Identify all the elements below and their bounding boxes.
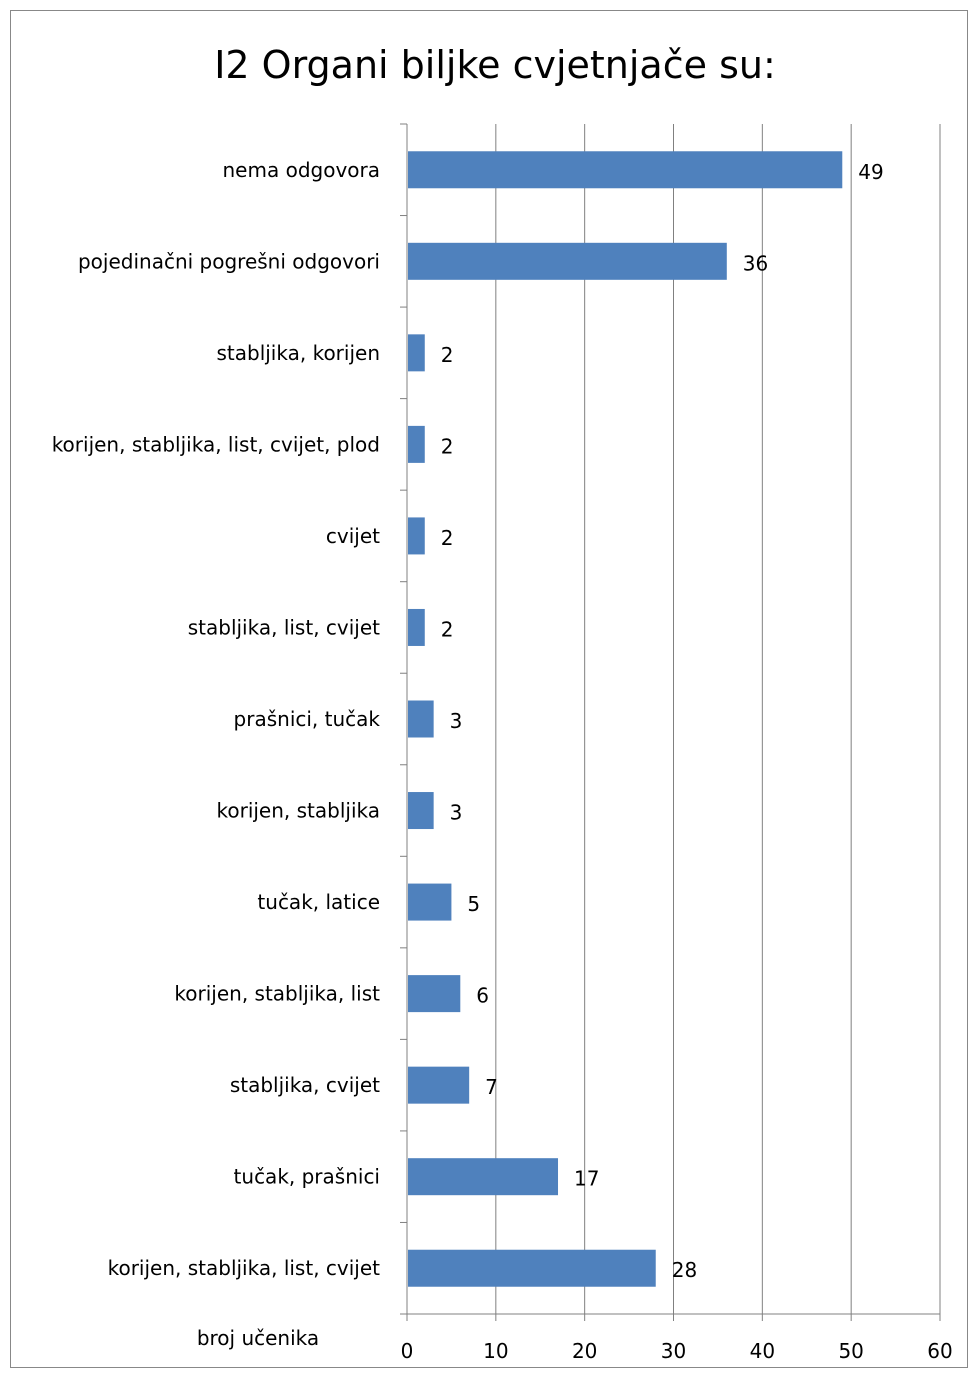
bar-3 xyxy=(408,425,425,463)
category-label-7: korijen, stabljika xyxy=(216,799,380,823)
category-label-5: stabljika, list, cvijet xyxy=(188,615,380,639)
bars xyxy=(408,151,843,1287)
x-tick-label-30: 30 xyxy=(661,1339,686,1363)
bar-12 xyxy=(408,1249,656,1287)
bar-8 xyxy=(408,883,452,921)
data-label-3: 2 xyxy=(441,434,454,458)
bar-10 xyxy=(408,1066,470,1104)
x-tick-label-20: 20 xyxy=(572,1339,597,1363)
bar-1 xyxy=(408,242,727,280)
data-label-7: 3 xyxy=(450,801,463,825)
bar-5 xyxy=(408,608,425,646)
category-label-9: korijen, stabljika, list xyxy=(174,982,380,1006)
category-label-6: prašnici, tučak xyxy=(234,707,381,731)
x-axis-label: broj učenika xyxy=(197,1326,319,1350)
data-label-1: 36 xyxy=(743,251,768,275)
axes xyxy=(400,123,941,1321)
data-label-6: 3 xyxy=(450,709,463,733)
x-tick-label-10: 10 xyxy=(483,1339,508,1363)
data-label-2: 2 xyxy=(441,343,454,367)
bar-9 xyxy=(408,975,461,1013)
category-label-1: pojedinačni pogrešni odgovori xyxy=(78,249,380,273)
data-label-10: 7 xyxy=(485,1075,498,1099)
category-label-11: tučak, prašnici xyxy=(234,1165,380,1189)
category-label-3: korijen, stabljika, list, cvijet, plod xyxy=(52,432,380,456)
bar-0 xyxy=(408,151,843,189)
data-label-0: 49 xyxy=(858,160,883,184)
bar-7 xyxy=(408,792,434,830)
category-label-2: stabljika, korijen xyxy=(216,341,380,365)
category-label-0: nema odgovora xyxy=(223,158,381,182)
category-label-12: korijen, stabljika, list, cvijet xyxy=(108,1256,381,1280)
labels: 0 10 20 30 40 50 60 nema odgovora 49 pojedinačni … xyxy=(52,158,953,1363)
x-tick-label-0: 0 xyxy=(401,1339,414,1363)
chart-title: I2 Organi biljke cvjetnjače su: xyxy=(214,43,776,87)
data-label-5: 2 xyxy=(441,617,454,641)
category-label-8: tučak, latice xyxy=(257,890,380,914)
category-label-4: cvijet xyxy=(326,524,380,548)
x-tick-label-60: 60 xyxy=(927,1339,952,1363)
data-label-12: 28 xyxy=(672,1258,697,1282)
x-tick-label-50: 50 xyxy=(838,1339,863,1363)
x-tick-label-40: 40 xyxy=(750,1339,775,1363)
data-label-11: 17 xyxy=(574,1167,599,1191)
bar-6 xyxy=(408,700,434,738)
category-label-10: stabljika, cvijet xyxy=(230,1073,380,1097)
data-label-9: 6 xyxy=(476,984,489,1008)
data-label-4: 2 xyxy=(441,526,454,550)
chart-frame xyxy=(10,10,968,1368)
bar-11 xyxy=(408,1158,559,1196)
data-label-8: 5 xyxy=(467,892,480,916)
bar-2 xyxy=(408,334,425,372)
gridlines xyxy=(495,124,941,1314)
bar-4 xyxy=(408,517,425,555)
